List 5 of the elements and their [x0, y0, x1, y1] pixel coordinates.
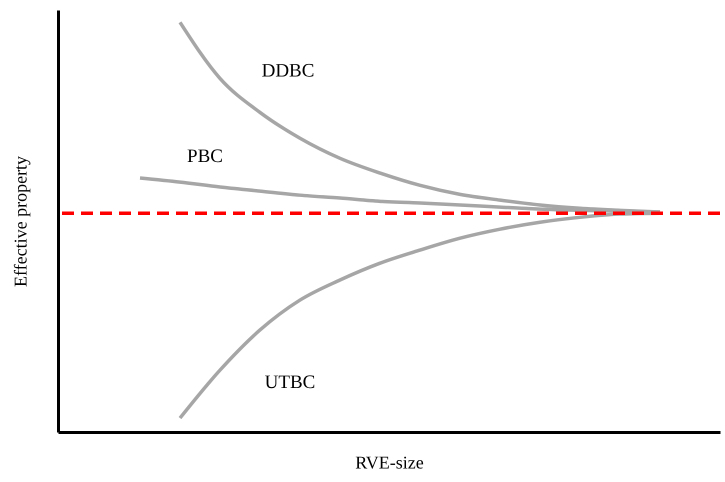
x-axis-title: RVE-size [355, 452, 424, 472]
series-label: PBC [187, 146, 223, 168]
series-label: DDBC [262, 60, 314, 82]
series-label: UTBC [264, 372, 316, 393]
y-axis-title: Effective property [10, 156, 30, 288]
